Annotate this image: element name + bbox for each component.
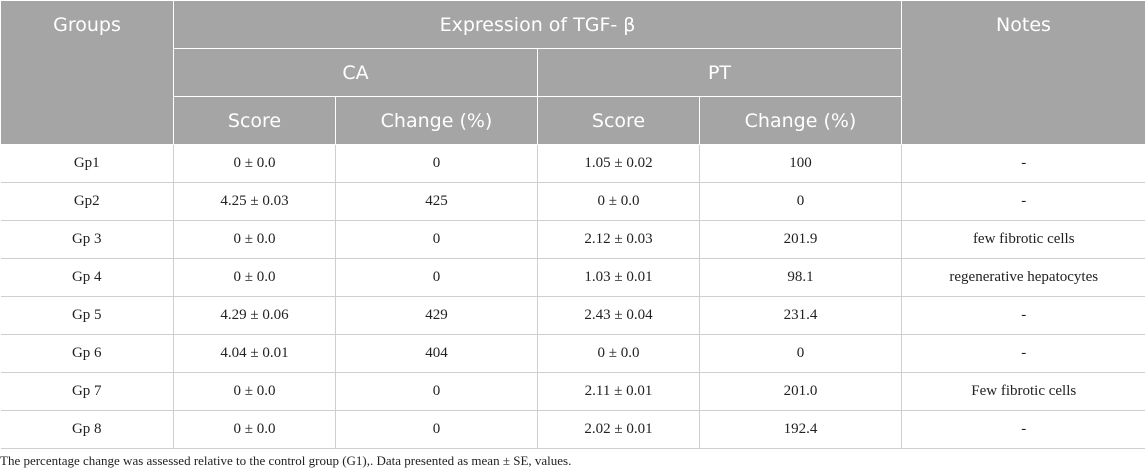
cell-ca-score: 4.29 ± 0.06 [173, 296, 336, 335]
header-row-3: Score Change (%) Score Change (%) [1, 96, 1145, 145]
cell-pt-score: 1.03 ± 0.01 [537, 258, 700, 297]
cell-group: Gp 8 [0, 410, 174, 449]
cell-ca-change: 0 [335, 144, 538, 183]
cell-ca-score: 0 ± 0.0 [173, 258, 336, 297]
cell-notes: - [901, 410, 1145, 449]
table-row: Gp 4 0 ± 0.0 0 1.03 ± 0.01 98.1 regenera… [0, 258, 1145, 297]
cell-ca-score: 0 ± 0.0 [173, 372, 336, 411]
cell-group: Gp 6 [0, 334, 174, 373]
header-ca-score: Score [173, 96, 336, 145]
table-row: Gp 6 4.04 ± 0.01 404 0 ± 0.0 0 - [0, 334, 1145, 373]
cell-pt-change: 98.1 [699, 258, 902, 297]
cell-ca-change: 429 [335, 296, 538, 335]
table-row: Gp 7 0 ± 0.0 0 2.11 ± 0.01 201.0 Few fib… [0, 372, 1145, 411]
cell-ca-change: 0 [335, 410, 538, 449]
cell-group: Gp2 [0, 182, 174, 221]
cell-pt-score: 2.43 ± 0.04 [537, 296, 700, 335]
table-row: Gp 3 0 ± 0.0 0 2.12 ± 0.03 201.9 few fib… [0, 220, 1145, 259]
cell-pt-score: 2.11 ± 0.01 [537, 372, 700, 411]
cell-notes: few fibrotic cells [901, 220, 1145, 259]
cell-ca-change: 425 [335, 182, 538, 221]
cell-ca-score: 0 ± 0.0 [173, 220, 336, 259]
cell-pt-score: 0 ± 0.0 [537, 334, 700, 373]
tgf-beta-expression-table: Groups Expression of TGF- β Notes CA PT … [0, 0, 1145, 449]
table-row: Gp 8 0 ± 0.0 0 2.02 ± 0.01 192.4 - [0, 410, 1145, 449]
cell-pt-change: 201.9 [699, 220, 902, 259]
cell-ca-change: 0 [335, 372, 538, 411]
table-footnote: The percentage change was assessed relat… [0, 453, 572, 468]
cell-ca-score: 0 ± 0.0 [173, 410, 336, 449]
header-notes: Notes [901, 0, 1145, 145]
cell-pt-score: 1.05 ± 0.02 [537, 144, 700, 183]
cell-notes: - [901, 334, 1145, 373]
header-pt-score: Score [537, 96, 700, 145]
cell-pt-change: 201.0 [699, 372, 902, 411]
cell-pt-change: 100 [699, 144, 902, 183]
cell-notes: - [901, 144, 1145, 183]
table-body: Gp1 0 ± 0.0 0 1.05 ± 0.02 100 - Gp2 4.25… [0, 144, 1145, 449]
cell-pt-score: 0 ± 0.0 [537, 182, 700, 221]
header-row-2: CA PT [1, 48, 1145, 97]
header-expression: Expression of TGF- β [173, 0, 902, 49]
cell-notes: - [901, 182, 1145, 221]
cell-group: Gp 3 [0, 220, 174, 259]
header-row-1: Groups Expression of TGF- β Notes [0, 0, 1145, 145]
cell-group: Gp 7 [0, 372, 174, 411]
table-row: Gp1 0 ± 0.0 0 1.05 ± 0.02 100 - [0, 144, 1145, 183]
cell-ca-change: 404 [335, 334, 538, 373]
cell-group: Gp 4 [0, 258, 174, 297]
cell-group: Gp1 [0, 144, 174, 183]
header-groups: Groups [0, 0, 174, 145]
header-ca-change: Change (%) [335, 96, 538, 145]
cell-group: Gp 5 [0, 296, 174, 335]
cell-pt-change: 192.4 [699, 410, 902, 449]
cell-ca-change: 0 [335, 258, 538, 297]
cell-notes: Few fibrotic cells [901, 372, 1145, 411]
cell-pt-score: 2.12 ± 0.03 [537, 220, 700, 259]
cell-pt-score: 2.02 ± 0.01 [537, 410, 700, 449]
header-ca: CA [173, 48, 538, 97]
cell-pt-change: 0 [699, 334, 902, 373]
cell-ca-change: 0 [335, 220, 538, 259]
table-header: Groups Expression of TGF- β Notes CA PT … [0, 0, 1145, 145]
cell-pt-change: 0 [699, 182, 902, 221]
table-row: Gp2 4.25 ± 0.03 425 0 ± 0.0 0 - [0, 182, 1145, 221]
cell-ca-score: 0 ± 0.0 [173, 144, 336, 183]
cell-ca-score: 4.04 ± 0.01 [173, 334, 336, 373]
cell-notes: regenerative hepatocytes [901, 258, 1145, 297]
cell-ca-score: 4.25 ± 0.03 [173, 182, 336, 221]
cell-pt-change: 231.4 [699, 296, 902, 335]
header-pt-change: Change (%) [699, 96, 902, 145]
cell-notes: - [901, 296, 1145, 335]
table-row: Gp 5 4.29 ± 0.06 429 2.43 ± 0.04 231.4 - [0, 296, 1145, 335]
header-pt: PT [537, 48, 902, 97]
